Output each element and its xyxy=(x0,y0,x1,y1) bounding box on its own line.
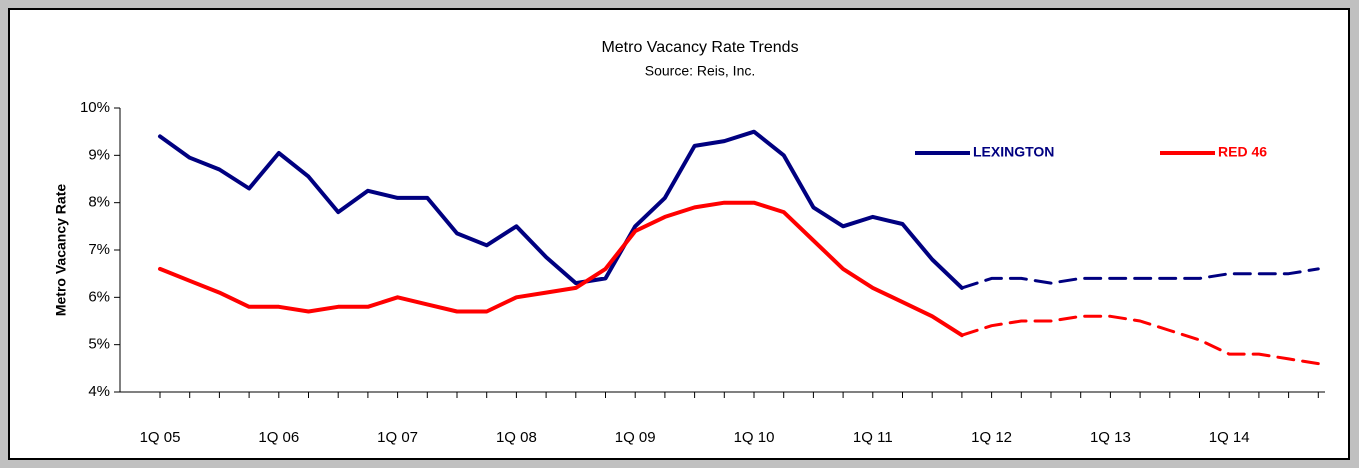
x-tick-label: 1Q 07 xyxy=(377,429,418,446)
forecast-line xyxy=(960,267,1320,290)
x-tick-label: 1Q 06 xyxy=(258,429,299,446)
y-axis-label: Metro Vacancy Rate xyxy=(53,184,69,316)
x-tick-label: 1Q 13 xyxy=(1090,429,1131,446)
series-line xyxy=(158,129,964,290)
series-line xyxy=(158,200,964,338)
y-tick-label: 7% xyxy=(88,241,110,258)
legend-label: LEXINGTON xyxy=(973,144,1054,160)
y-tick-label: 8% xyxy=(88,194,110,211)
x-tick-label: 1Q 08 xyxy=(496,429,537,446)
x-tick-label: 1Q 12 xyxy=(971,429,1012,446)
x-tick-label: 1Q 05 xyxy=(140,429,181,446)
x-tick-label: 1Q 14 xyxy=(1209,429,1250,446)
chart-subtitle: Source: Reis, Inc. xyxy=(645,63,756,79)
y-tick-label: 6% xyxy=(88,288,110,305)
x-tick-label: 1Q 11 xyxy=(853,429,893,446)
forecast-line xyxy=(960,314,1320,366)
chart-title: Metro Vacancy Rate Trends xyxy=(601,39,798,56)
chart-frame xyxy=(8,8,1350,460)
y-tick-label: 9% xyxy=(88,146,110,163)
x-tick-label: 1Q 10 xyxy=(734,429,775,446)
y-tick-label: 5% xyxy=(88,336,110,353)
x-tick-label: 1Q 09 xyxy=(615,429,656,446)
y-tick-label: 4% xyxy=(88,383,110,400)
legend-label: RED 46 xyxy=(1218,144,1267,160)
y-tick-label: 10% xyxy=(80,99,110,116)
